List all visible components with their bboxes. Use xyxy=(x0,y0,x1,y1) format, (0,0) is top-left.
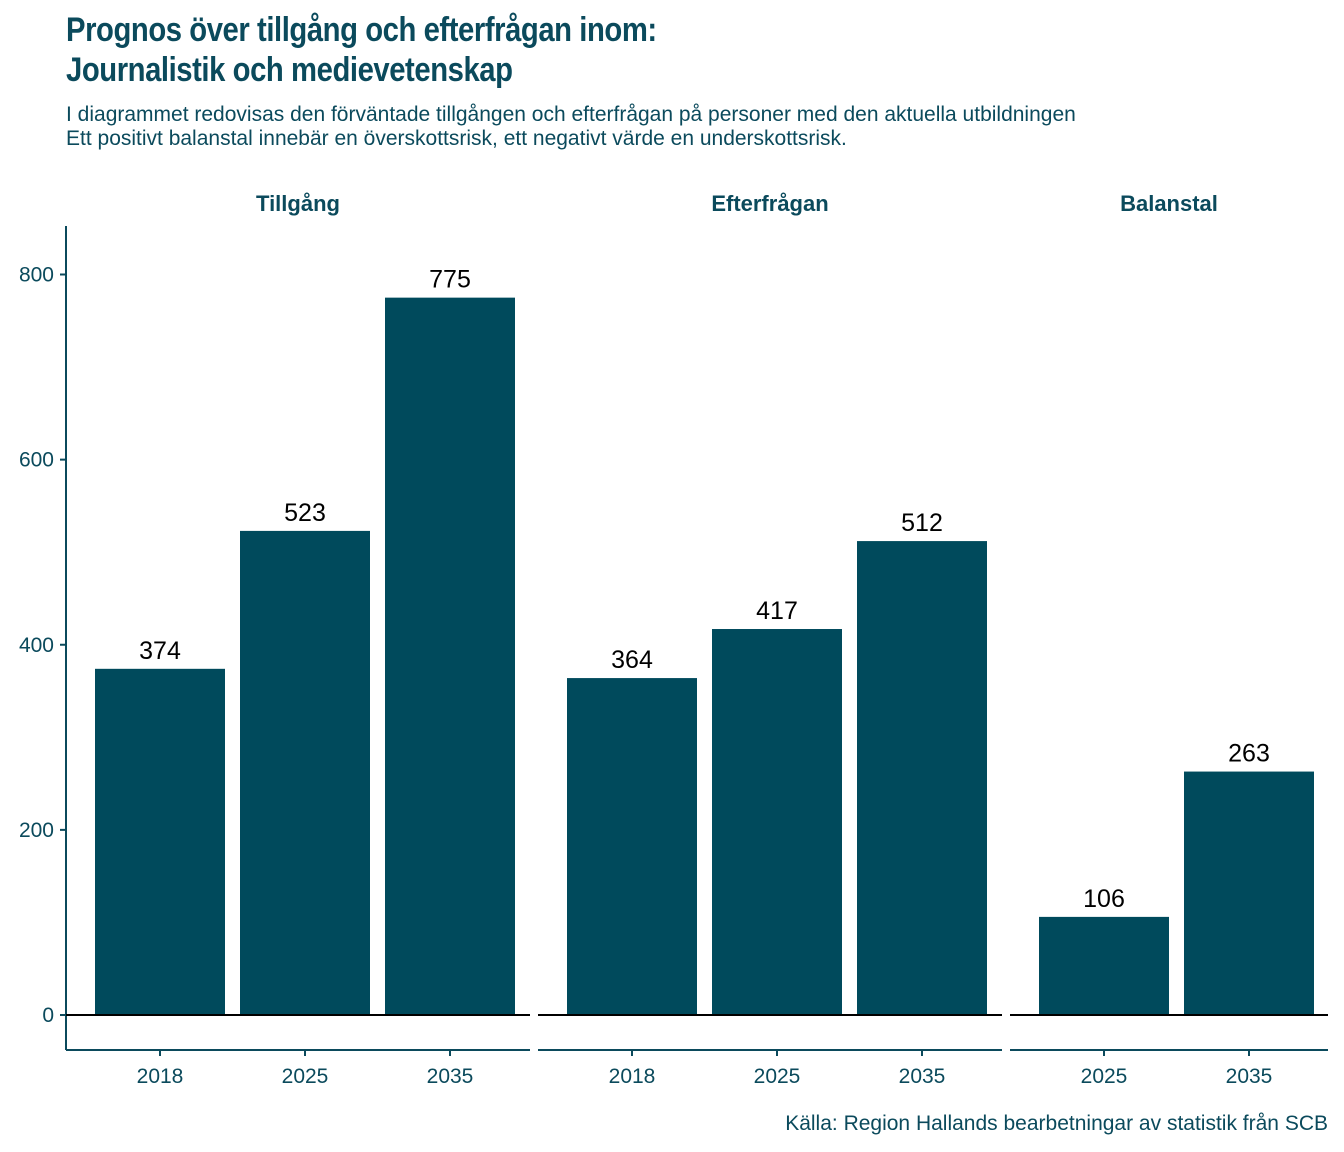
bar xyxy=(857,541,987,1015)
bar xyxy=(1039,916,1169,1015)
y-tick-label: 600 xyxy=(19,449,54,472)
data-label: 523 xyxy=(284,499,326,527)
source-caption: Källa: Region Hallands bearbetningar av … xyxy=(785,1112,1328,1135)
chart-title: Prognos över tillgång och efterfrågan in… xyxy=(66,10,657,90)
x-tick-label: 2035 xyxy=(427,1065,474,1088)
facet-title: Efterfrågan xyxy=(711,191,828,216)
title-line-1: Prognos över tillgång och efterfrågan in… xyxy=(66,11,657,49)
bar xyxy=(712,629,842,1015)
data-label: 775 xyxy=(429,266,471,294)
data-label: 106 xyxy=(1083,885,1125,913)
x-tick-label: 2018 xyxy=(137,1065,184,1088)
y-tick-label: 200 xyxy=(19,819,54,842)
subtitle-line-1: I diagrammet redovisas den förväntade ti… xyxy=(66,103,1076,126)
facet-title: Tillgång xyxy=(256,191,340,216)
bar xyxy=(567,678,697,1015)
facet-title: Balanstal xyxy=(1120,191,1218,216)
x-tick-label: 2025 xyxy=(1081,1065,1128,1088)
bar xyxy=(1184,771,1314,1015)
bar xyxy=(385,297,515,1015)
y-tick-label: 400 xyxy=(19,634,54,657)
x-tick-label: 2035 xyxy=(899,1065,946,1088)
data-label: 512 xyxy=(901,509,943,537)
x-tick-label: 2018 xyxy=(609,1065,656,1088)
title-line-2: Journalistik och medievetenskap xyxy=(66,51,513,89)
x-tick-label: 2025 xyxy=(754,1065,801,1088)
data-label: 417 xyxy=(756,597,798,625)
y-tick-label: 800 xyxy=(19,264,54,287)
data-label: 374 xyxy=(139,637,181,665)
data-label: 364 xyxy=(611,646,653,674)
x-tick-label: 2025 xyxy=(282,1065,329,1088)
data-label: 263 xyxy=(1228,740,1270,768)
x-tick-label: 2035 xyxy=(1226,1065,1273,1088)
chart-subtitle: I diagrammet redovisas den förväntade ti… xyxy=(66,103,1076,151)
y-tick-label: 0 xyxy=(42,1004,54,1027)
bar xyxy=(240,530,370,1015)
bar xyxy=(95,668,225,1015)
subtitle-line-2: Ett positivt balanstal innebär en översk… xyxy=(66,127,847,150)
